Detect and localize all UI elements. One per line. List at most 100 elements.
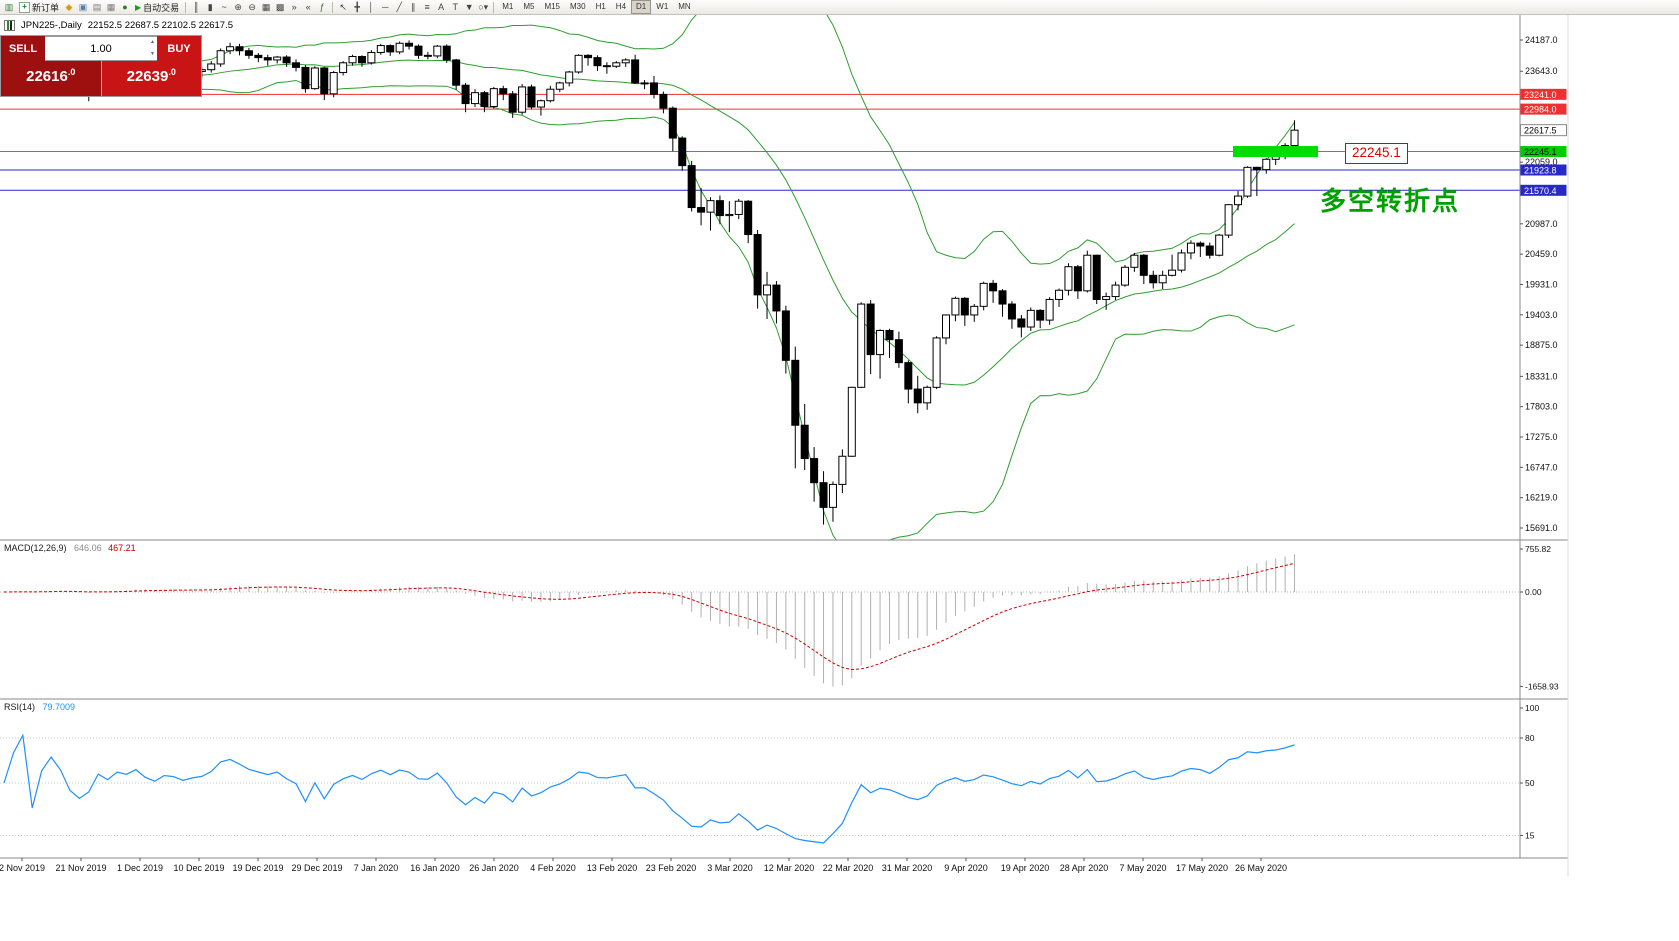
macd-scale: 755.82 0.00 -1658.93 — [1520, 544, 1559, 691]
svg-text:7 Jan 2020: 7 Jan 2020 — [354, 863, 399, 873]
chart-shift-icon[interactable]: « — [305, 1, 311, 12]
volume-spinner[interactable]: ▲ ▼ — [150, 40, 155, 57]
svg-text:4 Feb 2020: 4 Feb 2020 — [530, 863, 576, 873]
symbol-ohlc: 22152.5 22687.5 22102.5 22617.5 — [87, 20, 233, 31]
rsi-name: RSI(14) — [4, 702, 36, 712]
market-watch-icon[interactable]: ◆ — [65, 1, 73, 12]
svg-text:26 May 2020: 26 May 2020 — [1235, 863, 1287, 873]
price-tag-21570.4 — [1520, 184, 1567, 196]
trendline-icon[interactable]: ╱ — [396, 1, 402, 12]
svg-text:20459.0: 20459.0 — [1525, 249, 1558, 259]
date-axis: 2 Nov 2019 21 Nov 2019 1 Dec 2019 10 Dec 20… — [0, 858, 1287, 873]
macd-label: MACD(12,26,9) 646.06 467.21 — [4, 543, 136, 553]
svg-text:0.00: 0.00 — [1525, 587, 1542, 597]
svg-text:17275.0: 17275.0 — [1525, 432, 1558, 442]
svg-text:31 Mar 2020: 31 Mar 2020 — [882, 863, 933, 873]
spinner-down-icon[interactable]: ▼ — [150, 51, 155, 57]
sell-price-value: 22616 — [26, 68, 68, 85]
svg-text:16 Jan 2020: 16 Jan 2020 — [410, 863, 460, 873]
volume-input[interactable]: 1.00 ▲ ▼ — [45, 36, 157, 61]
line-chart-icon[interactable]: ~ — [221, 1, 227, 12]
channel-icon[interactable]: ∥ — [410, 1, 416, 12]
timeframe-m30[interactable]: M30 — [570, 2, 586, 11]
timeframe-h4[interactable]: H4 — [615, 2, 627, 11]
timeframe-mn[interactable]: MN — [678, 2, 691, 11]
cursor-icon[interactable]: ↖ — [339, 1, 347, 12]
svg-text:15691.0: 15691.0 — [1525, 523, 1558, 533]
candlestick-chart-icon[interactable]: ▮ — [207, 1, 213, 12]
svg-text:21923.8: 21923.8 — [1524, 165, 1557, 175]
data-window-icon[interactable]: ▣ — [78, 1, 88, 12]
toolbar-separator — [332, 1, 334, 13]
volume-value: 1.00 — [90, 42, 112, 55]
cascade-windows-icon[interactable]: ▩ — [275, 1, 285, 12]
timeframe-h1[interactable]: H1 — [595, 2, 606, 11]
toolbar-separator — [185, 1, 187, 13]
chart-icon — [4, 20, 15, 31]
arrow-tools-icon[interactable]: ▼ — [464, 1, 474, 12]
buy-price-decimal: .0 — [168, 67, 176, 77]
price-tag-22984.0 — [1520, 103, 1567, 115]
indicators-list-icon[interactable]: ƒ — [319, 1, 325, 12]
svg-text:23 Feb 2020: 23 Feb 2020 — [646, 863, 697, 873]
timeframe-m15[interactable]: M15 — [544, 2, 560, 11]
text-icon[interactable]: A — [438, 1, 445, 12]
new-order-button[interactable]: + 新订单 — [16, 1, 62, 14]
svg-text:21570.4: 21570.4 — [1524, 186, 1557, 196]
svg-text:16219.0: 16219.0 — [1525, 493, 1558, 503]
price-axis: 24187.0 23643.0 22059.0 20987.0 20459.0 19931… — [1520, 35, 1558, 533]
new-chart-icon[interactable]: ▥ — [4, 1, 14, 12]
price-tag-22617.5 — [1520, 124, 1567, 137]
crosshair-icon[interactable]: ╋ — [354, 1, 360, 12]
bars-chart-icon[interactable]: ║ — [192, 1, 200, 12]
svg-text:19 Dec 2019: 19 Dec 2019 — [232, 863, 283, 873]
svg-text:18331.0: 18331.0 — [1525, 371, 1558, 381]
svg-text:20987.0: 20987.0 — [1525, 219, 1558, 229]
fibonacci-icon[interactable]: ≡ — [424, 1, 430, 12]
price-callout[interactable]: 22245.1 — [1345, 143, 1408, 164]
svg-text:18875.0: 18875.0 — [1525, 340, 1558, 350]
timeframe-w1[interactable]: W1 — [656, 2, 669, 11]
vertical-line-icon[interactable]: │ — [368, 1, 374, 12]
strategy-tester-icon[interactable]: ● — [122, 1, 128, 12]
main-chart-area — [0, 14, 1520, 540]
svg-text:13 Feb 2020: 13 Feb 2020 — [587, 863, 638, 873]
buy-price[interactable]: 22639 .0 — [100, 61, 201, 96]
sell-price[interactable]: 22616 .0 — [1, 61, 101, 96]
svg-text:80: 80 — [1525, 733, 1535, 743]
tile-windows-icon[interactable]: ▦ — [261, 1, 271, 12]
rsi-label: RSI(14) 79.7009 — [4, 702, 75, 712]
svg-text:23241.0: 23241.0 — [1524, 90, 1557, 100]
svg-text:2 Nov 2019: 2 Nov 2019 — [0, 863, 45, 873]
svg-text:28 Apr 2020: 28 Apr 2020 — [1060, 863, 1109, 873]
price-tag-21923.8 — [1520, 164, 1567, 176]
zoom-out-icon[interactable]: ⊖ — [248, 1, 256, 12]
shapes-icon[interactable]: ○▾ — [478, 1, 489, 12]
timeframe-m1[interactable]: M1 — [502, 2, 514, 11]
svg-text:-1658.93: -1658.93 — [1525, 681, 1559, 691]
terminal-icon[interactable]: ▦ — [106, 1, 116, 12]
auto-trading-button[interactable]: ▶ 自动交易 — [132, 1, 182, 14]
navigator-icon[interactable]: ▤ — [92, 1, 102, 12]
svg-text:29 Dec 2019: 29 Dec 2019 — [291, 863, 342, 873]
svg-text:22059.0: 22059.0 — [1525, 157, 1558, 167]
new-order-icon: + — [19, 1, 30, 13]
auto-scroll-icon[interactable]: » — [291, 1, 297, 12]
sell-button[interactable]: SELL — [1, 36, 45, 61]
label-icon[interactable]: T — [452, 1, 458, 12]
spinner-up-icon[interactable]: ▲ — [150, 39, 155, 45]
symbol-name: JPN225-,Daily — [21, 20, 82, 31]
zoom-in-icon[interactable]: ⊕ — [234, 1, 242, 12]
svg-text:19 Apr 2020: 19 Apr 2020 — [1001, 863, 1050, 873]
svg-text:12 Mar 2020: 12 Mar 2020 — [764, 863, 815, 873]
buy-button[interactable]: BUY — [157, 36, 201, 61]
highlight-bar[interactable] — [1233, 146, 1318, 158]
timeframe-d1[interactable]: D1 — [631, 0, 652, 14]
horizontal-line-icon[interactable]: ─ — [381, 1, 389, 12]
timeframe-m5[interactable]: M5 — [523, 2, 535, 11]
svg-text:1 Dec 2019: 1 Dec 2019 — [117, 863, 163, 873]
svg-text:22617.5: 22617.5 — [1524, 126, 1557, 136]
annotation-text[interactable]: 多空转折点 — [1320, 186, 1461, 216]
svg-text:26 Jan 2020: 26 Jan 2020 — [469, 863, 519, 873]
